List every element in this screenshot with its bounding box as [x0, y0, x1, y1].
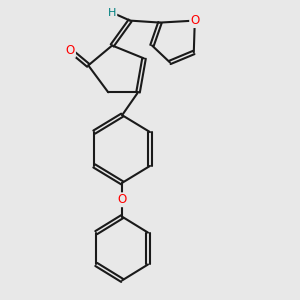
Text: O: O	[118, 193, 127, 206]
Text: O: O	[66, 44, 75, 57]
Text: O: O	[190, 14, 200, 27]
Text: H: H	[108, 8, 116, 18]
